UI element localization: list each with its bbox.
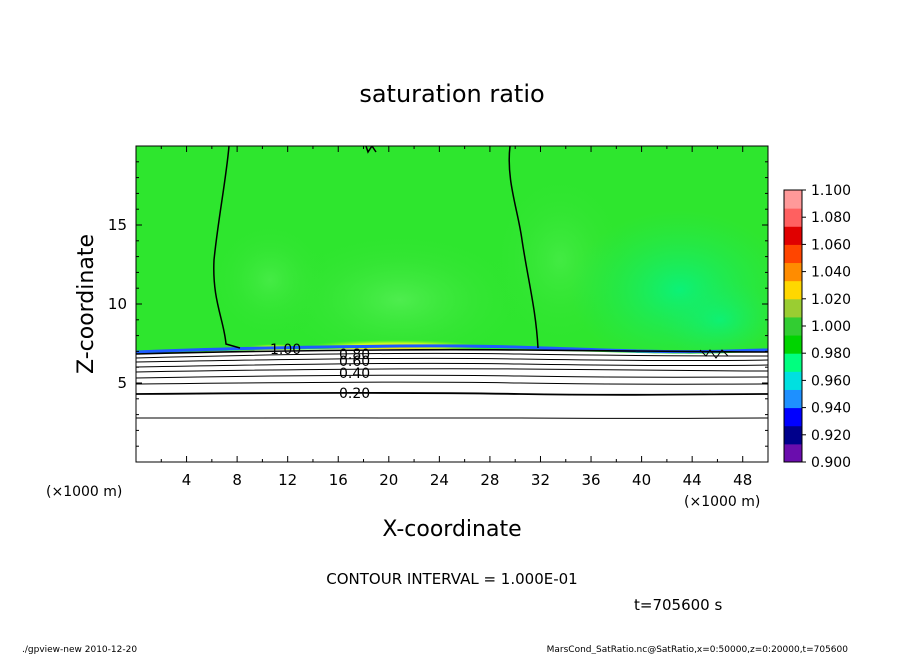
contour-1.00 xyxy=(213,146,539,349)
colorbar-swatch xyxy=(784,208,802,227)
colorbar-label: 0.940 xyxy=(811,401,851,417)
colorbar-swatch xyxy=(784,443,802,463)
contour-label: 0.40 xyxy=(339,366,370,382)
contour-line xyxy=(136,348,768,355)
x-tick-label: 36 xyxy=(581,471,600,489)
x-tick-label: 8 xyxy=(232,471,242,489)
colorbar-swatch xyxy=(784,425,802,445)
contour-label: 1.00 xyxy=(270,342,301,358)
contour-labels: 1.00 0.80 0.60 0.40 0.20 xyxy=(270,342,370,402)
x-axis-title: X-coordinate xyxy=(382,517,521,542)
footer-right: MarsCond_SatRatio.nc@SatRatio,x=0:50000,… xyxy=(547,645,849,654)
contour-line xyxy=(136,362,768,368)
y-tick-label: 10 xyxy=(108,295,127,313)
x-tick-label: 28 xyxy=(480,471,499,489)
colorbar-label: 0.920 xyxy=(811,428,851,444)
x-tick-label: 40 xyxy=(632,471,651,489)
y-axis: 5 10 15 xyxy=(108,161,768,447)
field-shade xyxy=(210,220,330,340)
contour-line-top xyxy=(365,146,377,154)
contour-interval-text: CONTOUR INTERVAL = 1.000E-01 xyxy=(326,570,577,588)
colorbar-swatch xyxy=(784,407,802,427)
colorbar-swatch xyxy=(784,298,802,318)
y-axis-title: Z-coordinate xyxy=(74,234,99,374)
field-shade-teal xyxy=(660,280,768,360)
chart-title: saturation ratio xyxy=(359,80,544,108)
contour-line-right xyxy=(508,146,539,349)
contour-wiggle xyxy=(699,349,729,359)
x-tick-label: 16 xyxy=(329,471,348,489)
colorbar-swatch xyxy=(784,190,802,209)
x-tick-label: 20 xyxy=(379,471,398,489)
colorbar-label: 0.980 xyxy=(811,346,851,362)
contour-label: 0.60 xyxy=(339,354,370,370)
plot-area xyxy=(136,146,768,462)
colorbar-swatch xyxy=(784,389,802,409)
contour-line xyxy=(136,352,768,359)
field-shade xyxy=(270,230,530,370)
x-tick-label: 24 xyxy=(430,471,449,489)
colorbar-swatch xyxy=(784,262,802,282)
z-unit-label: (×1000 m) xyxy=(684,494,760,510)
x-tick-label: 12 xyxy=(278,471,297,489)
colorbar-swatch xyxy=(784,244,802,264)
footer-left: ./gpview-new 2010-12-20 xyxy=(22,645,137,654)
contour-line xyxy=(136,374,768,379)
colorbar-label: 1.080 xyxy=(811,210,851,226)
x-tick-label: 48 xyxy=(733,471,752,489)
contour-line-left xyxy=(213,146,241,349)
colorbar: 0.900 0.920 0.940 0.960 0.980 1.000 1.020 1.040… xyxy=(783,183,851,471)
time-text: t=705600 s xyxy=(634,596,722,614)
contour-line xyxy=(136,357,768,363)
contour-line xyxy=(136,368,768,373)
y-tick-label: 5 xyxy=(117,374,127,392)
colorbar-label: 0.900 xyxy=(811,455,851,471)
x-unit-label: (×1000 m) xyxy=(46,484,122,500)
x-tick-label: 32 xyxy=(531,471,550,489)
contour-line xyxy=(136,417,768,419)
colorbar-swatch xyxy=(784,371,802,390)
contour-label: 0.80 xyxy=(339,347,370,363)
colorbar-swatch xyxy=(784,353,802,372)
y-tick-label: 15 xyxy=(108,216,127,234)
colorbar-label: 1.040 xyxy=(811,265,851,281)
contour-line xyxy=(136,381,768,385)
colorbar-label: 1.000 xyxy=(811,319,851,335)
x-tick-label: 4 xyxy=(182,471,192,489)
contour-label: 0.20 xyxy=(339,386,370,402)
colorbar-label: 1.020 xyxy=(811,292,851,308)
colorbar-swatch xyxy=(784,226,802,245)
contour-lines xyxy=(136,348,768,419)
colorbar-swatch xyxy=(784,335,802,354)
x-tick-label: 44 xyxy=(683,471,702,489)
colorbar-label: 1.060 xyxy=(811,237,851,253)
x-axis: 4 8 12 16 20 24 28 32 36 40 44 48 xyxy=(160,146,752,489)
colorbar-label: 0.960 xyxy=(811,373,851,389)
colorbar-swatch xyxy=(784,280,802,300)
colorbar-label: 1.100 xyxy=(811,183,851,199)
contour-line-0.20 xyxy=(136,391,768,396)
colorbar-swatch xyxy=(784,316,802,336)
